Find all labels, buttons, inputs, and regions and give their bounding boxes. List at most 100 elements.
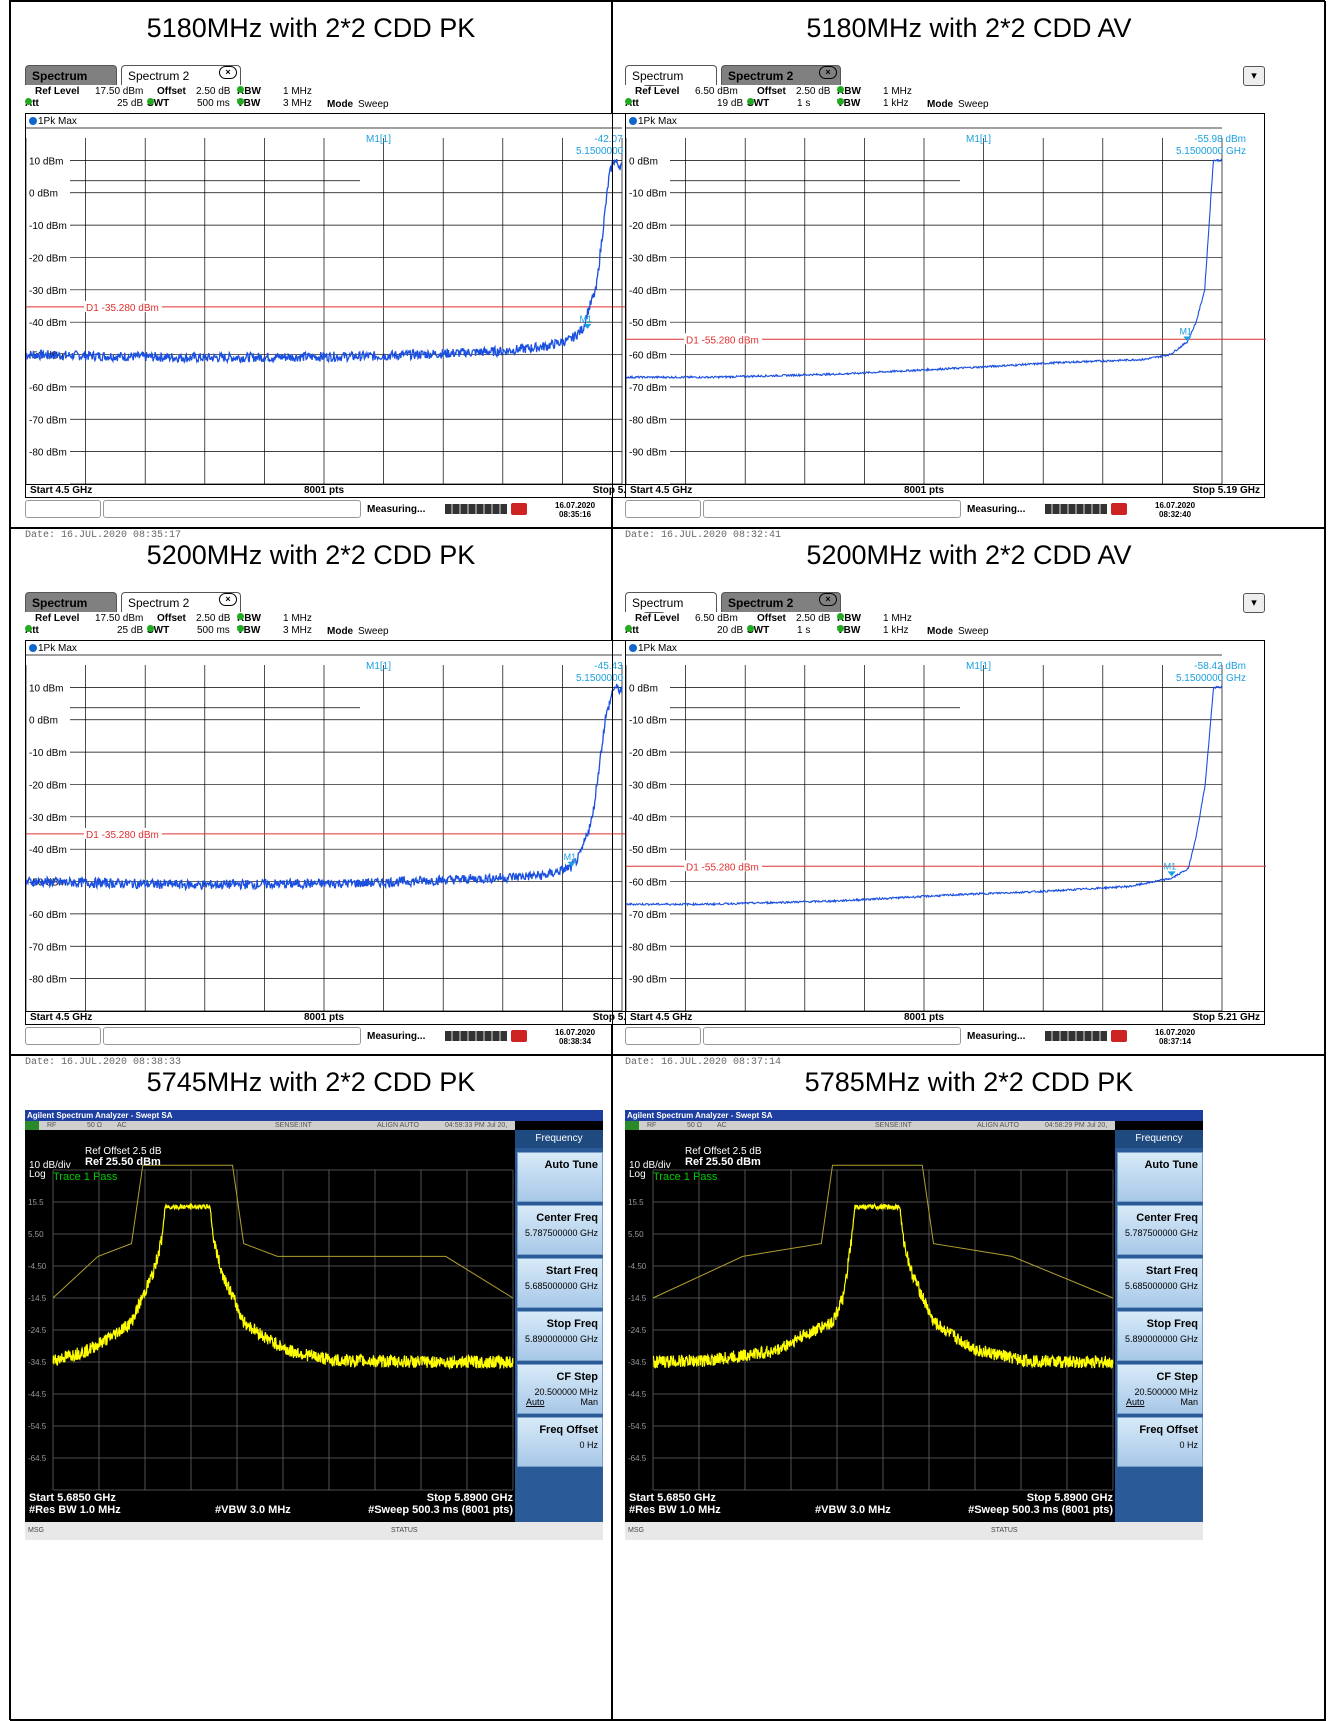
y-tick-label: 0 dBm: [629, 156, 658, 167]
mode-label: Mode: [927, 626, 954, 637]
y-tick-label: 5.50: [628, 1230, 644, 1239]
reference-level: Ref 25.50 dBm: [685, 1156, 761, 1168]
y-tick-label: 5.50: [28, 1230, 44, 1239]
marker-readout-value: -58.42 dBm: [1194, 661, 1246, 672]
softkey-auto[interactable]: Auto: [1126, 1397, 1145, 1407]
marker-point: [567, 861, 576, 867]
close-icon[interactable]: ×: [819, 66, 837, 79]
softkey-start-freq[interactable]: Start Freq 5.685000000 GHz: [517, 1258, 603, 1308]
softkey-freq-offset[interactable]: Freq Offset 0 Hz: [517, 1417, 603, 1467]
y-tick-label-bg: [28, 746, 68, 758]
y-tick-label-bg: [628, 251, 668, 263]
menu-icon[interactable]: ▾: [1243, 593, 1265, 613]
trace-label-text: 1Pk Max: [638, 643, 677, 654]
limit-mask-line: [52, 1164, 514, 1299]
spectrum-chart: 10 dBm 0 dBm -10 dBm -20 dBm -30 dBm -40 dBm -…: [26, 127, 666, 485]
status-field: [103, 500, 361, 518]
tab-spectrum-2[interactable]: Spectrum 2: [721, 592, 841, 612]
spectrum-plot: 1Pk Max 0 dBm -10 dBm -20 dBm -30 dBm -40 dBm…: [625, 640, 1266, 1012]
rbw-value: 1 MHz: [283, 86, 312, 97]
limit-line-label-bg: [84, 300, 162, 312]
softkey-stop-freq[interactable]: Stop Freq 5.890000000 GHz: [517, 1311, 603, 1361]
tab-spectrum[interactable]: Spectrum: [25, 65, 117, 85]
y-tick-label-bg: [628, 316, 668, 328]
softkey-value: 5.787500000 GHz: [1124, 1228, 1198, 1238]
swt-value: 500 ms: [197, 98, 230, 109]
spectrum-chart: 10 dBm 0 dBm -10 dBm -20 dBm -30 dBm -40 dBm -…: [26, 654, 666, 1012]
progress-bar: [445, 504, 507, 514]
start-frequency: Start 4.5 GHz: [630, 1012, 693, 1023]
trace-pass-label: Trace 1 Pass: [653, 1171, 718, 1183]
y-tick-label-bg: [28, 810, 68, 822]
datetime-display: 16.07.2020 08:35:16: [555, 501, 595, 519]
status-bar: Measuring... 16.07.2020 08:38:34: [25, 1027, 665, 1046]
softkey-title: Auto Tune: [544, 1159, 598, 1171]
softkey-auto-tune[interactable]: Auto Tune: [1117, 1152, 1203, 1202]
y-tick-label: -4.50: [28, 1262, 47, 1271]
softkey-cf-step[interactable]: CF Step 20.500000 MHz Auto Man: [1117, 1364, 1203, 1414]
y-tick-label-bg: [628, 219, 668, 231]
y-tick-label-bg: [628, 681, 668, 693]
softkey-auto-tune[interactable]: Auto Tune: [517, 1152, 603, 1202]
panel-title: 5200MHz with 2*2 CDD AV: [806, 540, 1132, 570]
y-tick-label-bg: [28, 972, 68, 984]
trace-pass-label: Trace 1 Pass: [53, 1171, 118, 1183]
tab-spectrum-2[interactable]: Spectrum 2: [721, 65, 841, 85]
close-icon[interactable]: ×: [219, 593, 237, 606]
softkey-stop-freq[interactable]: Stop Freq 5.890000000 GHz: [1117, 1311, 1203, 1361]
y-tick-label: 10 dBm: [29, 683, 63, 694]
y-tick-label: 0 dBm: [29, 716, 58, 727]
tab-spectrum[interactable]: Spectrum: [625, 65, 717, 85]
softkey-cf-step[interactable]: CF Step 20.500000 MHz Auto Man: [517, 1364, 603, 1414]
tab-spectrum-2[interactable]: Spectrum 2: [121, 65, 241, 85]
marker-readout-value: -42.07 dBm: [594, 134, 646, 145]
close-icon[interactable]: ×: [219, 66, 237, 79]
marker-readout-name: M1[1]: [966, 134, 991, 145]
softkey-man[interactable]: Man: [1180, 1397, 1198, 1407]
scale-per-division: 10 dB/div: [629, 1160, 671, 1171]
tab-spectrum[interactable]: Spectrum: [625, 592, 717, 612]
tab-spectrum[interactable]: Spectrum: [25, 592, 117, 612]
rbw-label: RBW: [237, 613, 261, 624]
time-value: 08:38:34: [559, 1037, 592, 1046]
y-tick-label-bg: [628, 380, 668, 392]
y-tick-label-bg: [28, 413, 68, 425]
close-icon[interactable]: ×: [819, 593, 837, 606]
y-tick-label: -14.5: [628, 1294, 647, 1303]
softkey-center-freq[interactable]: Center Freq 5.787500000 GHz: [517, 1205, 603, 1255]
progress-bar: [445, 1031, 507, 1041]
limit-mask-line: [652, 1164, 1114, 1299]
att-label: Att: [25, 625, 39, 636]
att-label: Att: [625, 98, 639, 109]
time-value: 08:32:40: [1159, 510, 1192, 519]
softkey-man[interactable]: Man: [580, 1397, 598, 1407]
ref-level-label: Ref Level: [635, 613, 680, 624]
softkey-auto[interactable]: Auto: [526, 1397, 545, 1407]
reference-level: Ref 25.50 dBm: [85, 1156, 161, 1168]
status-line: RF 50 Ω AC SENSE:INT ALIGN AUTO 04:58:29 PM J…: [625, 1121, 1115, 1138]
capture-date: Date: 16.JUL.2020 08:37:14: [625, 1057, 782, 1068]
softkey-title: Center Freq: [536, 1212, 598, 1224]
menu-icon[interactable]: ▾: [1243, 66, 1265, 86]
menu-header: Frequency: [515, 1130, 603, 1148]
softkey-start-freq[interactable]: Start Freq 5.685000000 GHz: [1117, 1258, 1203, 1308]
ref-level-value: 17.50 dBm: [95, 613, 144, 624]
softkey-title: Stop Freq: [1146, 1318, 1198, 1330]
y-tick-label-bg: [28, 316, 68, 328]
start-frequency: Start 4.5 GHz: [30, 485, 93, 496]
rs-logo-icon: [1111, 1030, 1127, 1042]
softkey-freq-offset[interactable]: Freq Offset 0 Hz: [1117, 1417, 1203, 1467]
marker-readout-name: M1[1]: [366, 661, 391, 672]
ref-level-label: Ref Level: [35, 86, 80, 97]
ref-level-label: Ref Level: [35, 613, 80, 624]
y-tick-label: -90 dBm: [629, 448, 667, 459]
spectrum-chart: 15.5 5.50 -4.50 -14.5 -24.5 -34.5 -44.5 -54.5 -6…: [628, 1164, 1114, 1491]
ref-level-label: Ref Level: [635, 86, 680, 97]
tab-spectrum-2[interactable]: Spectrum 2: [121, 592, 241, 612]
vbw-label: VBW: [237, 625, 261, 636]
softkey-center-freq[interactable]: Center Freq 5.787500000 GHz: [1117, 1205, 1203, 1255]
